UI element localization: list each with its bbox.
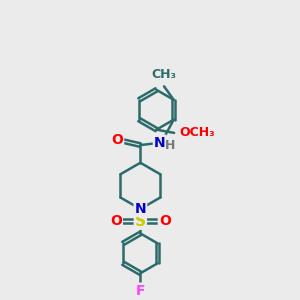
Text: OCH₃: OCH₃ [179, 126, 214, 140]
Text: O: O [159, 214, 171, 228]
Text: F: F [136, 284, 145, 298]
Text: O: O [111, 133, 123, 147]
Text: H: H [165, 139, 175, 152]
Text: CH₃: CH₃ [152, 68, 176, 80]
Text: N: N [135, 202, 146, 216]
Text: O: O [110, 214, 122, 228]
Text: S: S [135, 214, 146, 229]
Text: N: N [154, 136, 165, 149]
